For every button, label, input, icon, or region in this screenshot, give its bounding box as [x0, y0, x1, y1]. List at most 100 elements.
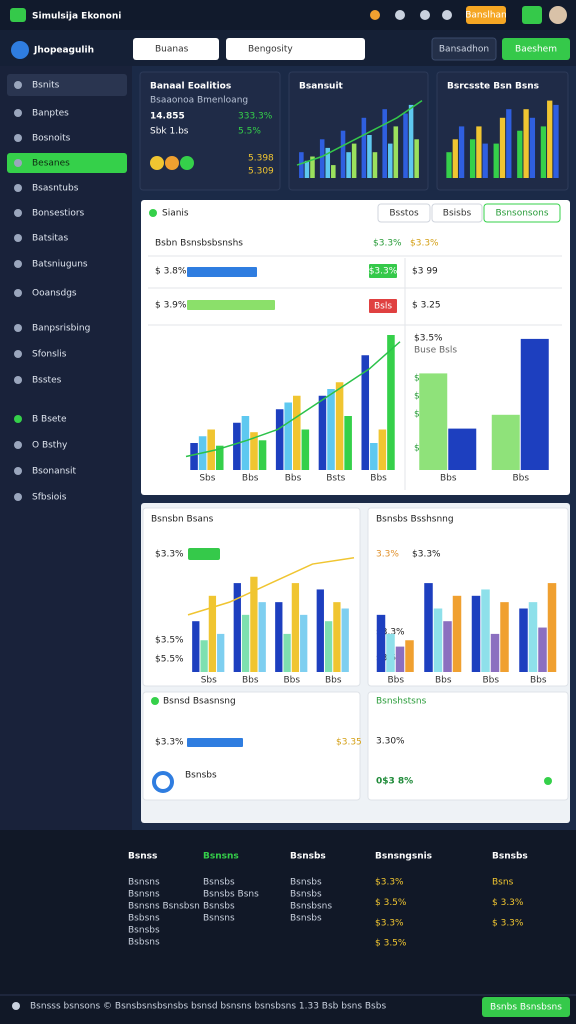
sidebar-icon [14, 376, 22, 384]
sidebar-item[interactable]: Bsnits [32, 81, 60, 91]
sidebar-item[interactable]: Ooansdgs [32, 289, 77, 299]
bar [370, 443, 378, 470]
footer-link[interactable]: $ 3.5% [375, 939, 407, 949]
bar [190, 443, 198, 470]
footer-link[interactable]: $ 3.3% [492, 898, 524, 908]
row-label: Bsbn Bsnsbsbsnshs [155, 239, 243, 249]
cta-button[interactable] [482, 997, 570, 1017]
bar [529, 117, 536, 178]
footer-link[interactable]: Bsbsns [128, 914, 160, 924]
info-big: 0$3 8% [376, 777, 413, 787]
footer-link[interactable]: Bsns [492, 878, 514, 888]
sidebar-item[interactable]: Bonsestiors [32, 209, 85, 219]
sidebar-item[interactable]: Batsniuguns [32, 260, 88, 270]
x-tick-label: Bbs [482, 676, 499, 686]
bar [233, 422, 241, 470]
bar [540, 126, 547, 178]
chart-note: $3.5% [414, 334, 443, 344]
footer-link[interactable]: Bsnsbs [290, 914, 322, 924]
sidebar-item[interactable]: Bsstes [32, 376, 62, 386]
info-value: $3.3% [155, 738, 184, 748]
footer-link[interactable]: Bsnsns [128, 890, 160, 900]
footer-title: Bsnsngsnis [375, 852, 432, 862]
coin [180, 156, 194, 170]
bar [316, 589, 324, 672]
bar [241, 614, 250, 672]
bar [300, 614, 308, 672]
sidebar-icon [14, 324, 22, 332]
coin [165, 156, 179, 170]
sidebar-item[interactable]: Bsasntubs [32, 184, 79, 194]
sidebar-icon [14, 234, 22, 242]
footer-link[interactable]: Bsnsns [203, 914, 235, 924]
bar [318, 395, 327, 470]
bar [408, 104, 414, 178]
bar [361, 355, 370, 470]
tab[interactable] [431, 203, 483, 223]
sidebar-search[interactable] [7, 74, 127, 96]
bar [361, 117, 367, 178]
sidebar-item[interactable]: Batsitas [32, 234, 68, 244]
footer-link[interactable]: Bsnsbs [203, 902, 235, 912]
footer-link[interactable]: Bsnsbsns [290, 902, 332, 912]
chart-card [367, 507, 569, 687]
panel-icon [149, 209, 157, 217]
bar [458, 126, 465, 178]
footer-link[interactable]: Bsnsns [128, 878, 160, 888]
sidebar-active[interactable] [7, 153, 127, 173]
sidebar-item[interactable]: Bsonansit [32, 467, 76, 477]
footer-link[interactable]: Bsnsbs [128, 926, 160, 936]
x-tick-label: Bbs [283, 676, 300, 686]
sidebar-item[interactable]: B Bsete [32, 415, 67, 425]
app-title: Simulsija Ekononi [32, 12, 121, 22]
search-input[interactable] [133, 38, 219, 60]
sidebar-item[interactable]: Banptes [32, 109, 69, 119]
donut [152, 771, 174, 793]
bar [517, 130, 523, 178]
status-button[interactable] [522, 6, 542, 24]
footer-icon [12, 1002, 20, 1010]
tab[interactable] [377, 203, 431, 223]
bar [192, 621, 200, 672]
notice-button[interactable] [466, 6, 506, 24]
footer-link[interactable]: $ 3.3% [492, 918, 524, 928]
sidebar-item[interactable]: Besanes [32, 159, 70, 169]
footer-link[interactable]: Bsnsbs [290, 890, 322, 900]
cta-text[interactable]: Bsnbs Bsnsbsns [490, 1003, 562, 1013]
footer-link[interactable]: Bsnsbs Bsns [203, 890, 259, 900]
footer-link[interactable]: $3.3% [375, 878, 404, 888]
footer-link[interactable]: $ 3.5% [375, 898, 407, 908]
filter-input[interactable] [226, 38, 365, 60]
sidebar-item[interactable]: Bosnoits [32, 134, 71, 144]
chart-card-title: Bsnsbs Bsshsnng [376, 515, 454, 525]
bar [335, 382, 344, 470]
footer-link[interactable]: Bsnsbs [290, 878, 322, 888]
sidebar-item[interactable]: Sfonslis [32, 350, 67, 360]
tab[interactable] [483, 203, 561, 223]
tab-text[interactable]: Bsstos [389, 209, 419, 219]
footer-link[interactable]: Bsnsns Bsnsbsn [128, 902, 200, 912]
coin [150, 156, 164, 170]
sidebar-icon [14, 493, 22, 501]
sidebar-item[interactable]: Sfbsiois [32, 493, 67, 503]
secondary-button[interactable] [431, 37, 497, 61]
tab-text[interactable]: Bsnsonsons [495, 209, 548, 219]
bar [319, 139, 325, 178]
tab-text[interactable]: Bsisbs [443, 209, 472, 219]
bar [433, 608, 443, 672]
value-box [369, 264, 397, 278]
sidebar-item[interactable]: Banpsrisbing [32, 324, 90, 334]
card-stat: 333.3% [238, 112, 273, 122]
bar [493, 143, 499, 178]
bar [528, 602, 538, 672]
primary-button-text: Baeshem [515, 45, 557, 55]
sidebar-icon [14, 134, 22, 142]
pill [188, 548, 220, 560]
x-tick-label: Bbs [435, 676, 452, 686]
footer-link[interactable]: Bsbsns [128, 938, 160, 948]
primary-button[interactable] [502, 38, 570, 60]
sidebar-item[interactable]: O Bsthy [32, 441, 68, 451]
bar [275, 409, 284, 470]
footer-link[interactable]: Bsnsbs [203, 878, 235, 888]
footer-link[interactable]: $3.3% [375, 918, 404, 928]
